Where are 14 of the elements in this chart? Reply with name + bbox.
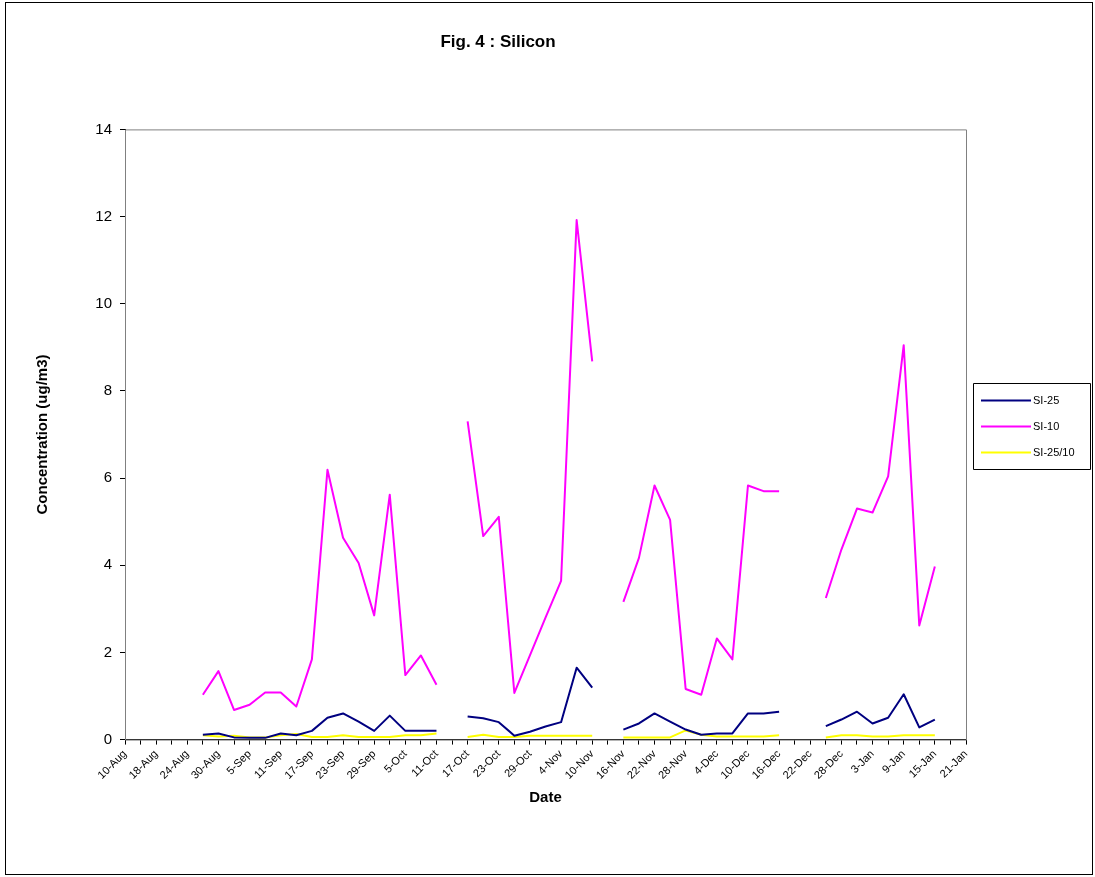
y-axis-title: Concentration (ug/m3) (33, 354, 51, 515)
y-tick-label: 10 (95, 293, 112, 311)
y-tick-label: 4 (103, 555, 112, 573)
x-axis-title: Date (529, 788, 562, 806)
legend-label: SI-25 (1033, 393, 1060, 406)
y-tick-label: 14 (95, 119, 112, 137)
y-tick-label: 2 (103, 642, 112, 660)
y-tick-label: 12 (95, 206, 112, 224)
chart-title: Fig. 4 : Silicon (440, 31, 556, 51)
legend-label: SI-10 (1033, 419, 1060, 432)
legend-label: SI-25/10 (1033, 445, 1075, 458)
y-tick-label: 0 (103, 729, 112, 747)
y-tick-label: 8 (103, 381, 112, 399)
y-tick-label: 6 (103, 468, 112, 486)
